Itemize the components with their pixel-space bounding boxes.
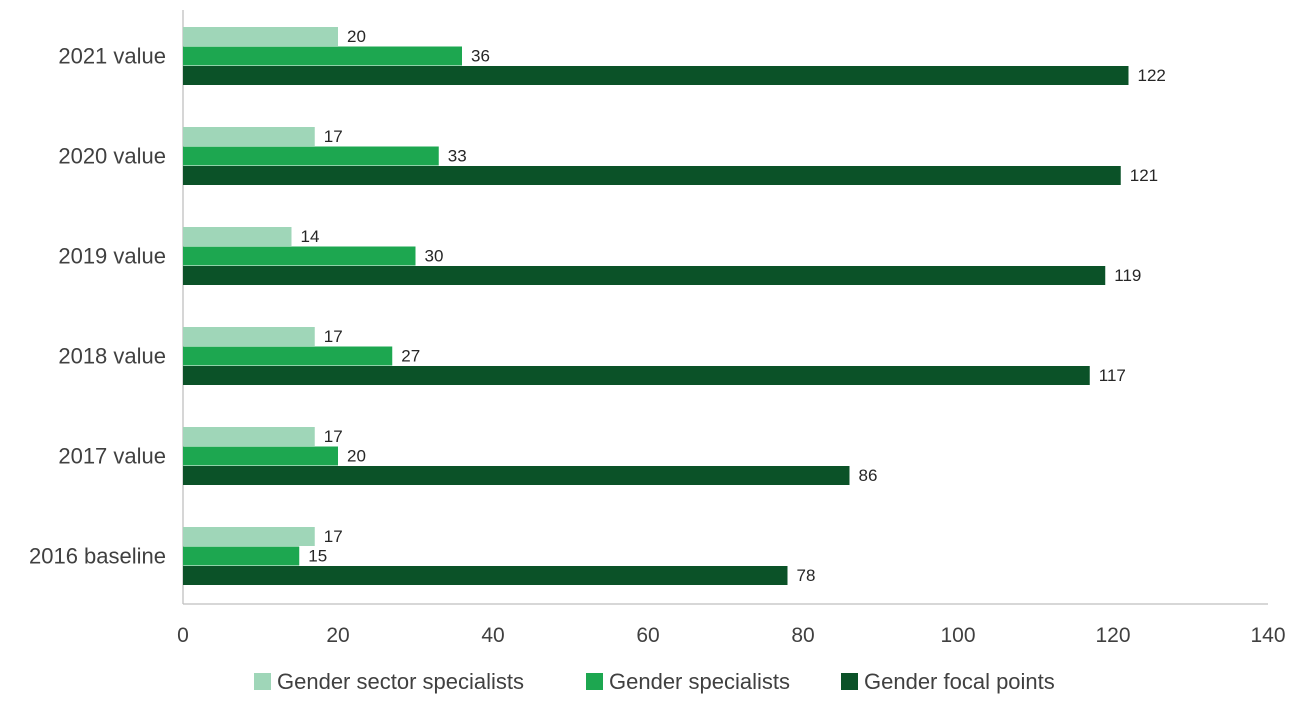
legend-label: Gender sector specialists — [277, 669, 524, 694]
data-label: 86 — [859, 466, 878, 485]
data-label: 17 — [324, 427, 343, 446]
x-tick-label: 60 — [636, 624, 659, 647]
x-tick-label: 100 — [940, 624, 975, 647]
category-label: 2016 baseline — [29, 543, 166, 568]
data-label: 36 — [471, 47, 490, 66]
bar — [183, 366, 1090, 385]
data-label: 17 — [324, 327, 343, 346]
category-label: 2018 value — [58, 343, 166, 368]
bar — [183, 246, 416, 266]
bar — [183, 427, 315, 446]
legend-swatch — [254, 673, 271, 690]
bar — [183, 127, 315, 146]
x-tick-label: 0 — [177, 624, 189, 647]
bar — [183, 527, 315, 546]
bar — [183, 66, 1129, 85]
bar — [183, 546, 300, 566]
data-label: 20 — [347, 27, 366, 46]
data-label: 117 — [1099, 366, 1126, 385]
data-label: 122 — [1138, 66, 1166, 85]
category-label: 2021 value — [58, 43, 166, 68]
category-label: 2019 value — [58, 243, 166, 268]
data-label: 17 — [324, 127, 343, 146]
category-label: 2017 value — [58, 443, 166, 468]
legend-label: Gender focal points — [864, 669, 1055, 694]
legend-label: Gender specialists — [609, 669, 790, 694]
data-label: 14 — [301, 227, 320, 246]
category-label: 2020 value — [58, 143, 166, 168]
data-label: 17 — [324, 527, 343, 546]
x-tick-label: 80 — [791, 624, 814, 647]
data-label: 27 — [401, 347, 420, 366]
data-label: 15 — [308, 547, 327, 566]
data-label: 78 — [797, 566, 816, 585]
legend-swatch — [841, 673, 858, 690]
bar — [183, 27, 338, 46]
data-label: 20 — [347, 447, 366, 466]
x-tick-label: 120 — [1095, 624, 1130, 647]
x-tick-label: 40 — [481, 624, 504, 647]
data-label: 121 — [1130, 166, 1158, 185]
bar — [183, 466, 850, 485]
x-tick-label: 20 — [326, 624, 349, 647]
bar — [183, 566, 788, 585]
bar — [183, 327, 315, 346]
legend-swatch — [586, 673, 603, 690]
bar — [183, 346, 393, 366]
bar — [183, 46, 462, 66]
data-label: 119 — [1114, 266, 1141, 285]
bar — [183, 227, 292, 246]
bar — [183, 166, 1121, 185]
bar — [183, 146, 439, 166]
plot-area: 0 20 40 60 80 100 120 140 2021 value 20 36 122 2020 … — [29, 10, 1286, 647]
legend: Gender sector specialists Gender speciali… — [254, 669, 1055, 694]
data-label: 30 — [425, 247, 444, 266]
data-label: 33 — [448, 147, 467, 166]
bar — [183, 446, 338, 466]
bar — [183, 266, 1106, 285]
x-tick-label: 140 — [1250, 624, 1285, 647]
